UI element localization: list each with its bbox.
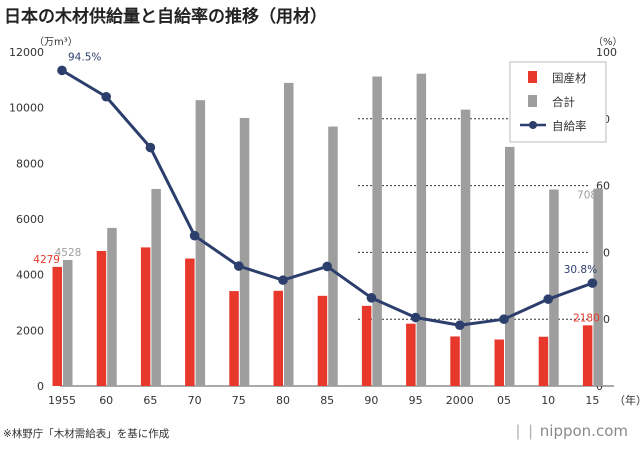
bar-total bbox=[549, 189, 559, 386]
x-axis-tick-label: 95 bbox=[409, 394, 423, 407]
bar-total bbox=[593, 188, 603, 386]
left-axis-tick-label: 6000 bbox=[16, 213, 44, 226]
x-axis-tick-label: 1955 bbox=[48, 394, 76, 407]
legend-swatch bbox=[528, 95, 537, 107]
right-axis-tick-label: 100 bbox=[596, 46, 617, 59]
bar-total bbox=[372, 76, 382, 386]
bar-domestic bbox=[140, 247, 151, 386]
left-axis-tick-label: 10000 bbox=[9, 102, 44, 115]
bar-total bbox=[505, 146, 515, 386]
chart-title: 日本の木材供給量と自給率の推移（用材） bbox=[4, 7, 327, 27]
bar-total bbox=[239, 117, 250, 386]
line-point-self-sufficiency bbox=[234, 261, 244, 271]
x-axis-tick-label: 2000 bbox=[446, 394, 474, 407]
data-label: 94.5% bbox=[68, 51, 101, 63]
line-point-self-sufficiency bbox=[101, 91, 111, 102]
bar-domestic bbox=[317, 295, 328, 386]
legend-box bbox=[509, 61, 607, 143]
x-axis-tick-label: 15 bbox=[585, 394, 599, 407]
line-point-self-sufficiency bbox=[366, 293, 377, 303]
legend-swatch bbox=[528, 71, 537, 83]
line-point-self-sufficiency bbox=[587, 278, 598, 288]
bar-total bbox=[195, 100, 206, 386]
data-label: 7088 bbox=[577, 190, 604, 202]
x-axis-tick-label: 65 bbox=[143, 394, 157, 407]
data-label: 4528 bbox=[55, 247, 82, 259]
line-point-self-sufficiency bbox=[145, 142, 156, 153]
data-label: 2180 bbox=[573, 312, 600, 324]
left-axis-tick-label: 0 bbox=[37, 380, 44, 393]
legend-marker bbox=[529, 121, 537, 129]
bar-domestic bbox=[96, 251, 107, 386]
data-label: 30.8% bbox=[564, 264, 597, 276]
x-axis-tick-label: 90 bbox=[364, 394, 378, 407]
bar-domestic bbox=[52, 266, 62, 386]
bar-total bbox=[460, 109, 471, 387]
line-point-self-sufficiency bbox=[189, 230, 200, 241]
data-label: 4279 bbox=[33, 254, 60, 266]
bar-domestic bbox=[185, 258, 195, 386]
bar-total bbox=[63, 259, 73, 386]
x-axis-unit: （年） bbox=[614, 393, 640, 407]
x-axis-tick-label: 10 bbox=[541, 394, 555, 407]
bar-domestic bbox=[406, 323, 416, 386]
bar-domestic bbox=[450, 336, 460, 386]
line-point-self-sufficiency bbox=[57, 65, 67, 76]
x-axis-tick-label: 80 bbox=[276, 394, 290, 407]
bar-domestic bbox=[538, 336, 549, 386]
x-axis-tick-label: 05 bbox=[497, 394, 511, 407]
legend-label: 自給率 bbox=[552, 119, 587, 133]
line-point-self-sufficiency bbox=[322, 261, 333, 272]
bar-domestic bbox=[582, 325, 593, 386]
legend-label: 合計 bbox=[552, 95, 575, 109]
x-axis-tick-label: 70 bbox=[188, 394, 202, 407]
line-point-self-sufficiency bbox=[543, 294, 553, 304]
brand-name: nippon.com bbox=[539, 422, 628, 440]
bar-total bbox=[416, 73, 427, 387]
bar-domestic bbox=[494, 339, 504, 386]
legend-label: 国産材 bbox=[552, 71, 587, 85]
brand-mark-icon: ❘❘ bbox=[511, 422, 537, 440]
source-note: ※林野庁「木材需給表」を基に作成 bbox=[3, 428, 170, 440]
left-axis-unit: （万m³） bbox=[34, 36, 78, 48]
bar-domestic bbox=[229, 291, 239, 386]
bar-domestic bbox=[361, 305, 372, 386]
x-axis-tick-label: 60 bbox=[99, 394, 113, 407]
line-point-self-sufficiency bbox=[455, 320, 465, 331]
bar-total bbox=[328, 126, 338, 387]
x-axis-tick-label: 85 bbox=[320, 394, 334, 407]
line-point-self-sufficiency bbox=[499, 314, 509, 325]
left-axis-tick-label: 8000 bbox=[16, 157, 44, 170]
left-axis-tick-label: 12000 bbox=[9, 46, 44, 59]
left-axis-tick-label: 2000 bbox=[16, 324, 44, 337]
x-axis-tick-label: 75 bbox=[232, 394, 246, 407]
brand-logo: ❘❘ nippon.com bbox=[512, 422, 628, 440]
line-point-self-sufficiency bbox=[410, 312, 421, 323]
bar-domestic bbox=[273, 290, 283, 386]
right-axis-unit: （%） bbox=[593, 36, 623, 48]
bar-total bbox=[151, 188, 161, 386]
bar-total bbox=[107, 227, 117, 386]
bar-total bbox=[284, 82, 294, 387]
left-axis-tick-label: 4000 bbox=[16, 269, 44, 282]
line-point-self-sufficiency bbox=[278, 275, 288, 285]
